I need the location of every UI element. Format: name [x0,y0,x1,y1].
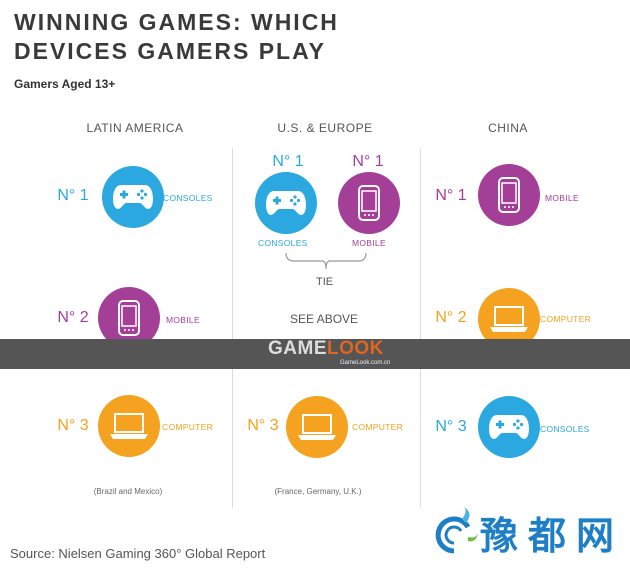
tie-label: TIE [316,276,334,288]
gamelook-watermark: GAMELOOK [268,339,384,359]
device-label: COMPUTER [352,422,404,432]
device-label: MOBILE [545,193,579,203]
source-text: Source: Nielsen Gaming 360° Global Repor… [10,546,266,561]
watermark-brand-a: GAME [268,338,327,359]
region-note: (Brazil and Mexico) [93,487,163,496]
watermark-brand-b: LOOK [327,338,384,359]
phone-icon [478,164,540,226]
laptop-icon [98,395,160,457]
device-label: MOBILE [352,238,386,248]
logo-text: 豫都网 [480,514,625,558]
tie-brace [285,252,367,270]
device-label: MOBILE [166,315,200,325]
laptop-icon [286,396,348,458]
phone-icon [338,172,400,234]
region-header-latin-america: LATIN AMERICA [86,121,184,135]
site-logo: 豫都网 [428,505,624,560]
subtitle: Gamers Aged 13+ [14,77,116,91]
see-above-label: SEE ABOVE [290,312,359,326]
region-note: (France, Germany, U.K.) [274,487,362,496]
title: WINNING GAMES: WHICH DEVICES GAMERS PLAY [14,8,339,66]
device-label: CONSOLES [540,424,590,434]
device-label: COMPUTER [162,422,214,432]
watermark-banner [0,339,630,369]
gamepad-icon [255,172,317,234]
column-divider [420,148,421,508]
title-line-1: WINNING GAMES: WHICH [14,9,339,35]
device-label: COMPUTER [540,314,592,324]
rank-label: N° 1 [352,153,384,170]
phone-icon [98,287,160,349]
device-label: CONSOLES [258,238,308,248]
gamepad-icon [478,396,540,458]
region-header-us-europe: U.S. & EUROPE [277,121,373,135]
region-header-china: CHINA [488,121,528,135]
column-divider [232,148,233,508]
gamepad-icon [102,166,164,228]
swirl-logo-icon [435,506,478,553]
title-line-2: DEVICES GAMERS PLAY [14,38,326,64]
rank-label: N° 3 [435,418,467,435]
rank-label: N° 3 [57,417,89,434]
device-label: CONSOLES [163,193,213,203]
rank-label: N° 1 [272,153,304,170]
watermark-url: GameLook.com.cn [340,360,391,366]
rank-label: N° 3 [247,417,279,434]
rank-label: N° 1 [435,187,467,204]
rank-label: N° 1 [57,187,89,204]
rank-label: N° 2 [435,309,467,326]
rank-label: N° 2 [57,309,89,326]
